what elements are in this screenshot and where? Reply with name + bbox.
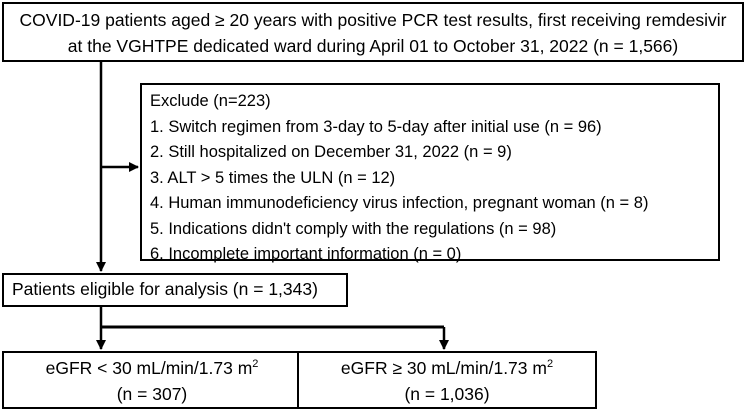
egfr-low-label: eGFR < 30 mL/min/1.73 m [45, 358, 253, 378]
exclusion-item: 5. Indications didn't comply with the re… [150, 219, 557, 238]
egfr-low-superscript: 2 [252, 358, 259, 370]
egfr-high-label: eGFR ≥ 30 mL/min/1.73 m [340, 358, 547, 378]
population-line-1: COVID-19 patients aged ≥ 20 years with p… [19, 10, 727, 30]
exclusion-item: 4. Human immunodeficiency virus infectio… [150, 194, 649, 212]
egfr-low-box: eGFR < 30 mL/min/1.73 m2 (n = 307) [2, 351, 302, 409]
eligible-label: Patients eligible for analysis (n = 1,34… [12, 279, 318, 299]
egfr-high-box: eGFR ≥ 30 mL/min/1.73 m2 (n = 1,036) [297, 351, 597, 409]
eligible-box: Patients eligible for analysis (n = 1,34… [2, 273, 348, 307]
exclusion-item: 3. ALT > 5 times the ULN (n = 12) [150, 168, 396, 187]
exclusion-title: Exclude (n=223) [150, 92, 271, 110]
exclusion-item: 1. Switch regimen from 3-day to 5-day af… [150, 117, 602, 136]
egfr-high-count: (n = 1,036) [404, 384, 490, 404]
exclusion-item: 2. Still hospitalized on December 31, 20… [150, 143, 512, 161]
exclusion-box: Exclude (n=223) 1. Switch regimen from 3… [140, 83, 720, 263]
exclusion-item: 6. Incomplete important information (n =… [150, 245, 462, 263]
egfr-high-label-line: eGFR ≥ 30 mL/min/1.73 m2 [299, 357, 595, 383]
population-line-2: at the VGHTPE dedicated ward during Apri… [67, 36, 679, 56]
egfr-high-superscript: 2 [546, 358, 554, 370]
egfr-low-label-line: eGFR < 30 mL/min/1.73 m2 [4, 357, 300, 383]
population-box: COVID-19 patients aged ≥ 20 years with p… [2, 2, 744, 62]
egfr-low-count: (n = 307) [116, 384, 188, 404]
